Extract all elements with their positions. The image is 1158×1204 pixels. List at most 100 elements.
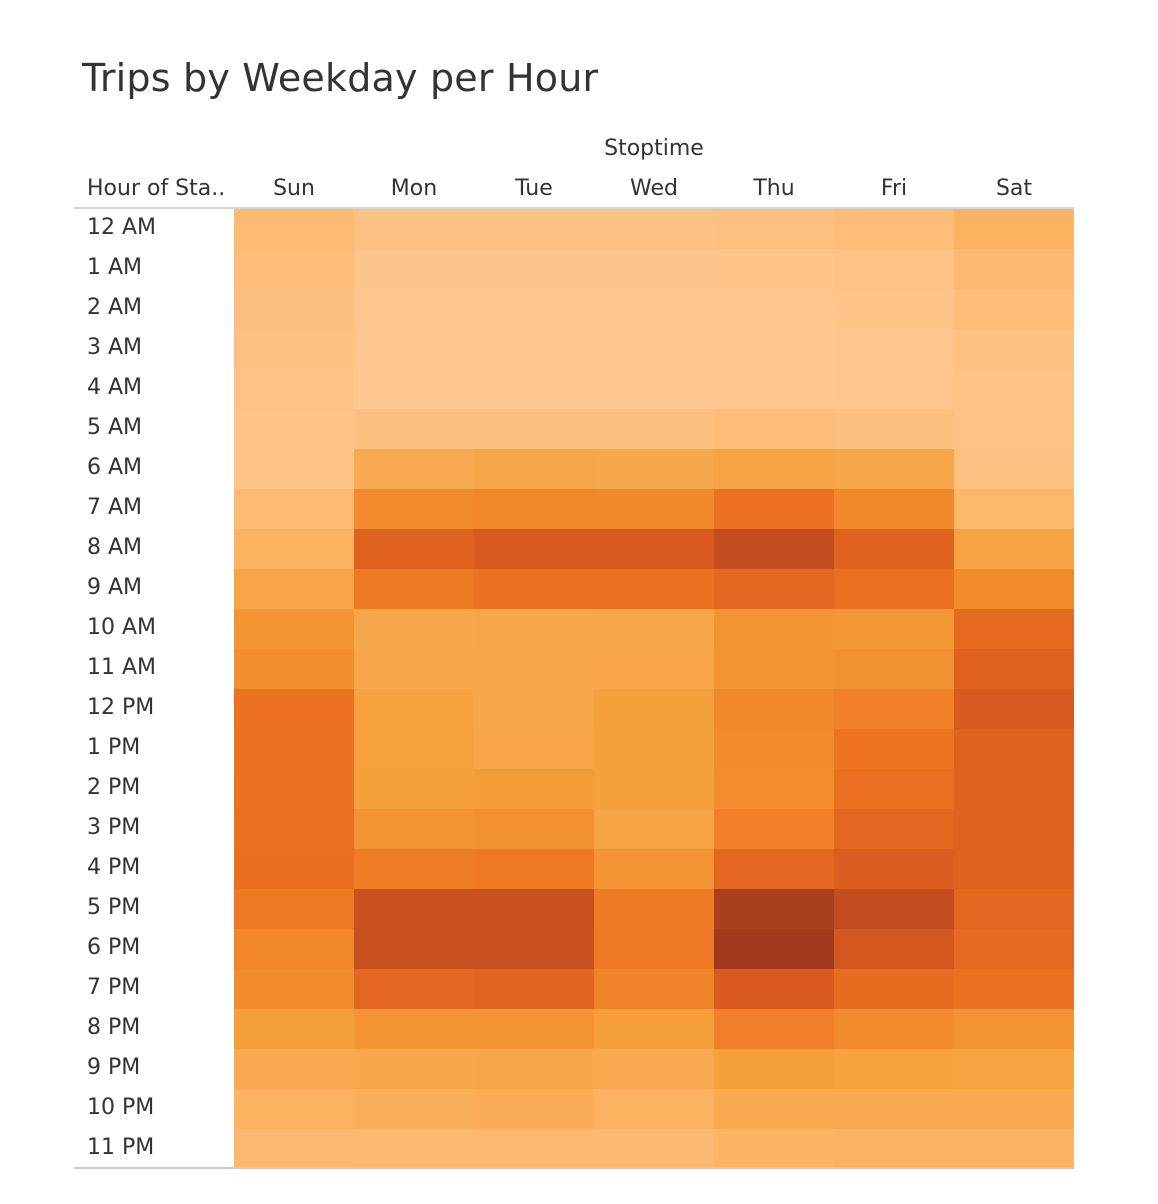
row-label[interactable]: 9 PM <box>87 1055 141 1080</box>
row-label[interactable]: 11 PM <box>87 1135 155 1160</box>
heatmap-cell[interactable] <box>954 409 1074 449</box>
heatmap-cell[interactable] <box>954 1129 1074 1169</box>
heatmap-cell[interactable] <box>954 1009 1074 1049</box>
heatmap-cell[interactable] <box>594 809 714 849</box>
heatmap-cell[interactable] <box>834 329 954 369</box>
heatmap-cell[interactable] <box>474 929 594 969</box>
heatmap-cell[interactable] <box>234 849 354 889</box>
row-label[interactable]: 5 AM <box>87 415 143 440</box>
row-label[interactable]: 6 AM <box>87 455 143 480</box>
row-label[interactable]: 11 AM <box>87 655 157 680</box>
row-label[interactable]: 2 AM <box>87 295 143 320</box>
heatmap-cell[interactable] <box>954 969 1074 1009</box>
heatmap-cell[interactable] <box>474 649 594 689</box>
row-label[interactable]: 8 PM <box>87 1015 141 1040</box>
heatmap-cell[interactable] <box>834 889 954 929</box>
heatmap-cell[interactable] <box>834 929 954 969</box>
heatmap-cell[interactable] <box>714 689 834 729</box>
heatmap-cell[interactable] <box>594 249 714 289</box>
heatmap-cell[interactable] <box>474 969 594 1009</box>
heatmap-cell[interactable] <box>714 249 834 289</box>
row-label[interactable]: 5 PM <box>87 895 141 920</box>
column-label-wed[interactable]: Wed <box>630 176 678 201</box>
heatmap-cell[interactable] <box>234 689 354 729</box>
column-label-sat[interactable]: Sat <box>995 176 1033 201</box>
heatmap-cell[interactable] <box>354 729 474 769</box>
heatmap-cell[interactable] <box>594 489 714 529</box>
heatmap-cell[interactable] <box>714 1089 834 1129</box>
heatmap-cell[interactable] <box>714 529 834 569</box>
row-label[interactable]: 3 PM <box>87 815 141 840</box>
heatmap-cell[interactable] <box>474 809 594 849</box>
heatmap-cell[interactable] <box>354 929 474 969</box>
heatmap-cell[interactable] <box>354 889 474 929</box>
heatmap-cell[interactable] <box>834 689 954 729</box>
heatmap-cell[interactable] <box>234 369 354 409</box>
heatmap-cell[interactable] <box>234 409 354 449</box>
heatmap-cell[interactable] <box>714 489 834 529</box>
heatmap-cell[interactable] <box>954 1049 1074 1089</box>
heatmap-cell[interactable] <box>594 209 714 249</box>
row-label[interactable]: 12 PM <box>87 695 155 720</box>
heatmap-cell[interactable] <box>834 729 954 769</box>
heatmap-cell[interactable] <box>354 529 474 569</box>
heatmap-cell[interactable] <box>954 769 1074 809</box>
heatmap-cell[interactable] <box>834 289 954 329</box>
heatmap-cell[interactable] <box>714 849 834 889</box>
column-label-fri[interactable]: Fri <box>880 176 908 201</box>
heatmap-cell[interactable] <box>234 969 354 1009</box>
heatmap-cell[interactable] <box>714 569 834 609</box>
heatmap-cell[interactable] <box>474 729 594 769</box>
heatmap-cell[interactable] <box>954 529 1074 569</box>
heatmap-cell[interactable] <box>234 929 354 969</box>
heatmap-cell[interactable] <box>234 729 354 769</box>
heatmap-cell[interactable] <box>954 209 1074 249</box>
heatmap-cell[interactable] <box>834 769 954 809</box>
heatmap-cell[interactable] <box>594 729 714 769</box>
row-header-label[interactable]: Hour of Sta.. <box>87 176 226 201</box>
column-label-mon[interactable]: Mon <box>390 176 438 201</box>
heatmap-cell[interactable] <box>714 729 834 769</box>
heatmap-cell[interactable] <box>834 369 954 409</box>
heatmap-cell[interactable] <box>234 329 354 369</box>
heatmap-cell[interactable] <box>834 489 954 529</box>
heatmap-cell[interactable] <box>714 889 834 929</box>
heatmap-cell[interactable] <box>474 329 594 369</box>
heatmap-cell[interactable] <box>954 449 1074 489</box>
heatmap-cell[interactable] <box>474 209 594 249</box>
heatmap-cell[interactable] <box>354 489 474 529</box>
heatmap-cell[interactable] <box>234 569 354 609</box>
heatmap-cell[interactable] <box>354 769 474 809</box>
heatmap-cell[interactable] <box>594 929 714 969</box>
heatmap-cell[interactable] <box>354 1009 474 1049</box>
row-label[interactable]: 2 PM <box>87 775 141 800</box>
heatmap-cell[interactable] <box>714 1049 834 1089</box>
heatmap-cell[interactable] <box>234 209 354 249</box>
heatmap-cell[interactable] <box>954 849 1074 889</box>
heatmap-cell[interactable] <box>594 409 714 449</box>
heatmap-cell[interactable] <box>354 409 474 449</box>
heatmap-cell[interactable] <box>354 329 474 369</box>
heatmap-cell[interactable] <box>354 449 474 489</box>
heatmap-cell[interactable] <box>714 209 834 249</box>
heatmap-cell[interactable] <box>354 289 474 329</box>
heatmap-cell[interactable] <box>954 649 1074 689</box>
heatmap-cell[interactable] <box>354 249 474 289</box>
heatmap-cell[interactable] <box>834 609 954 649</box>
heatmap-cell[interactable] <box>714 969 834 1009</box>
heatmap-cell[interactable] <box>834 1129 954 1169</box>
heatmap-cell[interactable] <box>354 369 474 409</box>
heatmap-cell[interactable] <box>234 609 354 649</box>
heatmap-cell[interactable] <box>234 529 354 569</box>
heatmap-cell[interactable] <box>354 649 474 689</box>
heatmap-cell[interactable] <box>834 449 954 489</box>
heatmap-cell[interactable] <box>954 609 1074 649</box>
heatmap-cell[interactable] <box>474 249 594 289</box>
heatmap-cell[interactable] <box>954 929 1074 969</box>
heatmap-cell[interactable] <box>474 409 594 449</box>
heatmap-cell[interactable] <box>474 569 594 609</box>
row-label[interactable]: 1 AM <box>87 255 143 280</box>
heatmap-cell[interactable] <box>954 369 1074 409</box>
heatmap-cell[interactable] <box>954 889 1074 929</box>
heatmap-cell[interactable] <box>474 1089 594 1129</box>
